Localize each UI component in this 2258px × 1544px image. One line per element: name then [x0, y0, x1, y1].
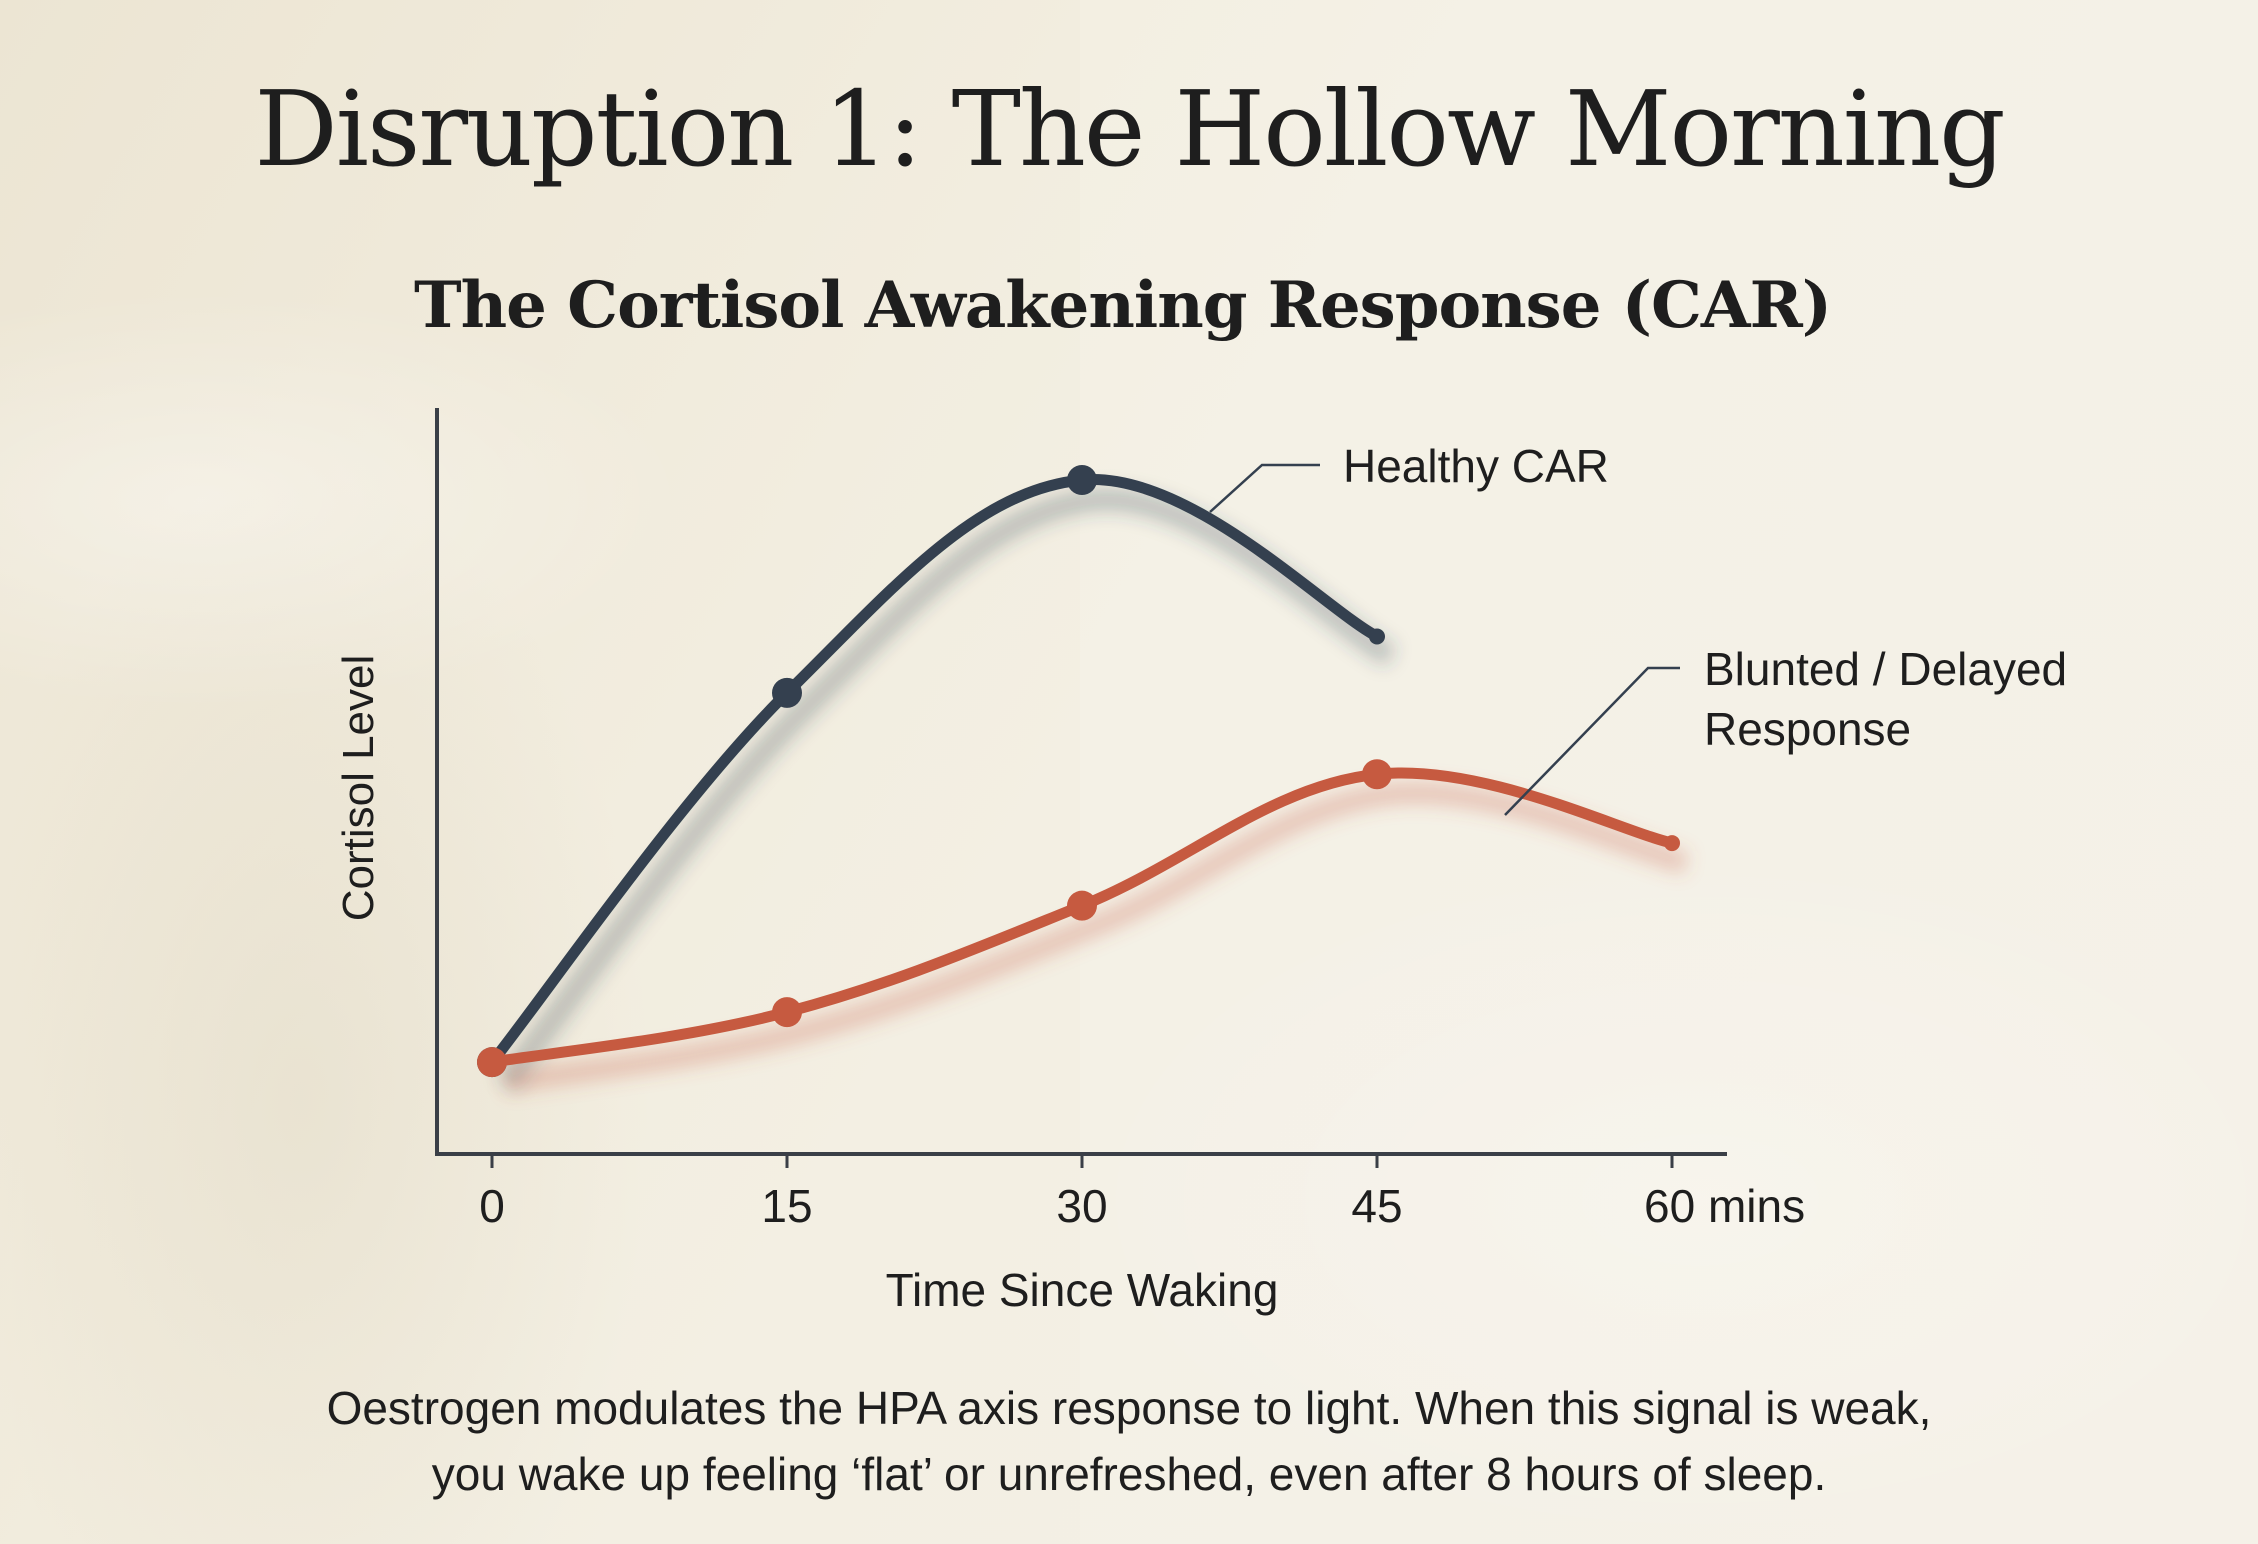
x-tick-label: 30: [1056, 1180, 1107, 1232]
healthy-series-shadow: [497, 488, 1397, 1090]
blunted-leader-line: [1504, 666, 1680, 816]
healthy-leader-line: [1209, 463, 1320, 513]
healthy-data-point: [772, 677, 802, 708]
blunted-line-end: [1664, 835, 1680, 852]
x-tick-group: 0 15 30 45 60 mins: [479, 1154, 1805, 1232]
chart-title: The Cortisol Awakening Response (CAR): [413, 268, 1832, 343]
blunted-data-point: [772, 997, 802, 1028]
x-tick-label: 60 mins: [1644, 1180, 1805, 1232]
healthy-series-line: [486, 474, 1383, 1068]
x-tick-label: 15: [761, 1180, 812, 1232]
x-tick-label: 45: [1351, 1180, 1402, 1232]
blunted-data-point: [1067, 890, 1097, 921]
x-tick-label: 0: [479, 1180, 505, 1232]
series-layer: [477, 465, 1689, 1094]
healthy-car-label: Healthy CAR: [1343, 440, 1609, 492]
healthy-line-end: [1369, 628, 1385, 645]
blunted-label-line1: Blunted / Delayed: [1704, 643, 2067, 695]
page-title: Disruption 1: The Hollow Morning: [254, 68, 2005, 190]
caption: Oestrogen modulates the HPA axis respons…: [60, 1375, 2198, 1507]
healthy-data-point: [1067, 465, 1097, 495]
x-axis-label: Time Since Waking: [886, 1264, 1279, 1316]
blunted-series-shadow: [504, 782, 1689, 1094]
blunted-data-point: [1362, 759, 1392, 790]
caption-line-2: you wake up feeling ‘flat’ or unrefreshe…: [431, 1448, 1827, 1500]
blunted-label-line2: Response: [1704, 703, 1911, 755]
blunted-data-point: [477, 1047, 507, 1078]
caption-line-1: Oestrogen modulates the HPA axis respons…: [326, 1382, 1932, 1434]
y-axis-label: Cortisol Level: [334, 655, 383, 922]
